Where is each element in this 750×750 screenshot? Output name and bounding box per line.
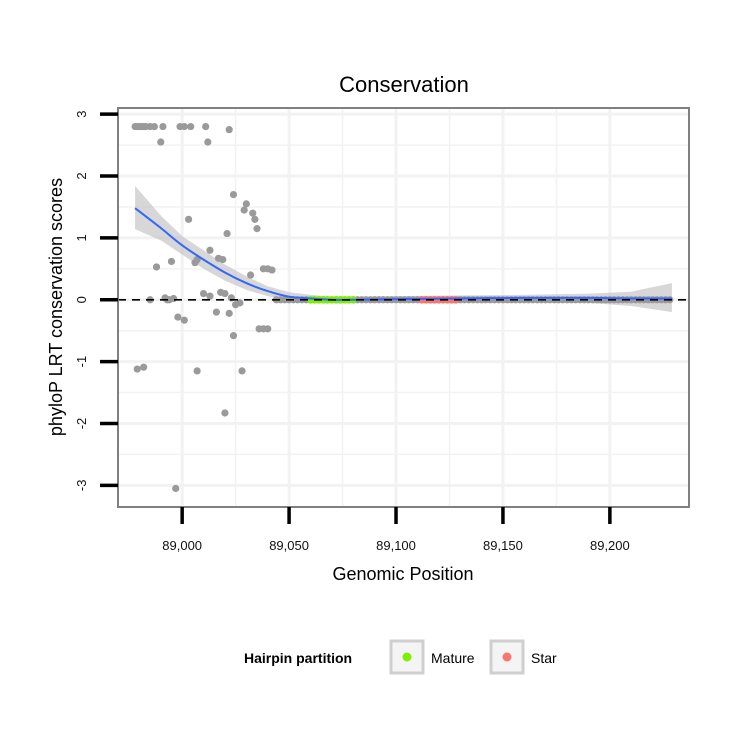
data-point (165, 296, 173, 304)
data-point (140, 363, 148, 371)
legend-key-mature (389, 639, 425, 675)
legend-item-star: Star (489, 639, 557, 675)
data-point (206, 246, 214, 254)
data-point (229, 332, 238, 340)
data-point (172, 484, 180, 493)
y-tick-label: 0 (74, 296, 89, 303)
data-point (180, 122, 188, 131)
data-point (264, 325, 272, 333)
data-point (191, 259, 199, 267)
legend-item-mature: Mature (389, 639, 475, 675)
grid (118, 108, 689, 507)
y-axis-title: phyloP LRT conservation scores (46, 178, 66, 436)
panel-border (117, 107, 690, 508)
legend-label-star: Star (531, 650, 557, 666)
legend-label-mature: Mature (431, 650, 475, 666)
x-tick-label: 89,100 (376, 538, 416, 553)
data-point (204, 138, 212, 146)
data-point (159, 122, 167, 131)
data-point (206, 292, 214, 300)
x-axis-title: Genomic Position (332, 564, 473, 584)
y-tick-label: -3 (74, 480, 89, 492)
x-tick-label: 89,200 (590, 538, 630, 553)
data-point (240, 206, 248, 214)
data-point (253, 225, 261, 233)
x-tick-label: 89,050 (269, 538, 309, 553)
data-point (268, 266, 276, 274)
data-point (152, 263, 161, 271)
chart-title: Conservation (339, 72, 469, 97)
legend-dot-mature (402, 652, 412, 662)
y-tick-label: -2 (74, 418, 89, 430)
data-point (217, 288, 225, 296)
y-tick-label: 1 (74, 234, 89, 241)
x-tick-label: 89,000 (162, 538, 202, 553)
legend: Hairpin partition Mature Star (244, 639, 557, 675)
data-point (187, 122, 195, 131)
data-point (242, 200, 250, 208)
y-tick-label: -1 (74, 356, 89, 368)
smooth-fit-line (134, 207, 672, 301)
data-point (229, 191, 238, 199)
data-point (180, 316, 188, 324)
data-point (223, 229, 231, 238)
data-point (184, 215, 193, 223)
data-point (249, 209, 257, 217)
panel-background (118, 108, 689, 507)
data-point (221, 409, 229, 417)
data-point (246, 271, 255, 279)
data-point (238, 367, 246, 375)
y-tick-label: 3 (74, 111, 89, 118)
y-axis: 3 2 1 0 -1 -2 -3 (74, 111, 118, 491)
data-point (225, 309, 233, 317)
data-point (212, 308, 220, 316)
x-tick-label: 89,150 (483, 538, 523, 553)
data-point (167, 257, 176, 266)
legend-title: Hairpin partition (244, 650, 352, 666)
x-axis: 89,000 89,050 89,100 89,150 89,200 (162, 507, 630, 553)
data-point (193, 367, 201, 375)
data-point (174, 313, 182, 321)
data-point (133, 365, 141, 373)
data-point (157, 138, 165, 146)
legend-dot-star (502, 652, 512, 662)
data-point (232, 301, 240, 309)
y-tick-label: 2 (74, 172, 89, 179)
data-point (150, 122, 158, 131)
data-point (202, 122, 210, 131)
data-point (219, 255, 227, 264)
data-point (251, 215, 259, 223)
data-point (225, 126, 233, 134)
data-point (199, 289, 208, 298)
